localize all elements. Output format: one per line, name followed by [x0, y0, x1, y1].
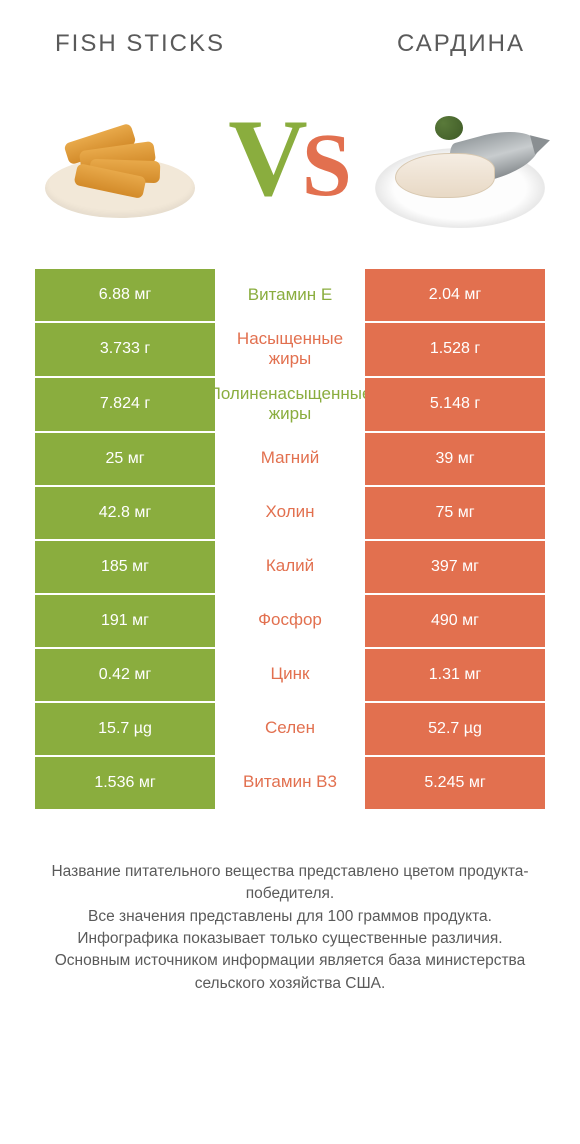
- footer-line: Все значения представлены для 100 граммо…: [30, 906, 550, 928]
- footer-line: Название питательного вещества представл…: [30, 861, 550, 906]
- right-value: 397 мг: [365, 541, 545, 593]
- nutrient-name: Селен: [215, 703, 365, 755]
- left-value: 25 мг: [35, 433, 215, 485]
- right-value: 52.7 µg: [365, 703, 545, 755]
- left-value: 15.7 µg: [35, 703, 215, 755]
- left-value: 191 мг: [35, 595, 215, 647]
- sardine-image: [375, 98, 545, 218]
- right-value: 5.245 мг: [365, 757, 545, 809]
- left-value: 1.536 мг: [35, 757, 215, 809]
- nutrient-name: Полиненасыщенные жиры: [215, 378, 365, 431]
- table-row: 185 мгКалий397 мг: [35, 541, 545, 595]
- right-product-title: САРДИНА: [397, 30, 525, 58]
- header: FISH STICKS САРДИНА: [0, 0, 580, 58]
- left-value: 3.733 г: [35, 323, 215, 376]
- left-product-title: FISH STICKS: [55, 30, 225, 58]
- table-row: 25 мгМагний39 мг: [35, 433, 545, 487]
- nutrient-name: Холин: [215, 487, 365, 539]
- right-value: 490 мг: [365, 595, 545, 647]
- left-value: 42.8 мг: [35, 487, 215, 539]
- right-value: 1.528 г: [365, 323, 545, 376]
- left-value: 6.88 мг: [35, 269, 215, 321]
- nutrient-name: Магний: [215, 433, 365, 485]
- table-row: 7.824 гПолиненасыщенные жиры5.148 г: [35, 378, 545, 433]
- nutrient-name: Витамин E: [215, 269, 365, 321]
- nutrient-name: Калий: [215, 541, 365, 593]
- left-value: 0.42 мг: [35, 649, 215, 701]
- table-row: 6.88 мгВитамин E2.04 мг: [35, 269, 545, 323]
- nutrient-name: Витамин B3: [215, 757, 365, 809]
- right-value: 5.148 г: [365, 378, 545, 431]
- table-row: 15.7 µgСелен52.7 µg: [35, 703, 545, 757]
- footer-line: Основным источником информации является …: [30, 950, 550, 995]
- left-value: 7.824 г: [35, 378, 215, 431]
- vs-s: S: [302, 121, 352, 211]
- vs-label: V S: [228, 103, 352, 213]
- right-value: 39 мг: [365, 433, 545, 485]
- nutrient-name: Фосфор: [215, 595, 365, 647]
- table-row: 3.733 гНасыщенные жиры1.528 г: [35, 323, 545, 378]
- vs-v: V: [228, 103, 307, 213]
- table-row: 1.536 мгВитамин B35.245 мг: [35, 757, 545, 811]
- table-row: 42.8 мгХолин75 мг: [35, 487, 545, 541]
- footer-line: Инфографика показывает только существенн…: [30, 928, 550, 950]
- right-value: 75 мг: [365, 487, 545, 539]
- nutrient-table: 6.88 мгВитамин E2.04 мг3.733 гНасыщенные…: [35, 268, 545, 811]
- nutrient-name: Цинк: [215, 649, 365, 701]
- images-row: V S: [0, 58, 580, 248]
- right-value: 2.04 мг: [365, 269, 545, 321]
- left-value: 185 мг: [35, 541, 215, 593]
- table-row: 0.42 мгЦинк1.31 мг: [35, 649, 545, 703]
- nutrient-name: Насыщенные жиры: [215, 323, 365, 376]
- fish-sticks-image: [35, 98, 205, 218]
- right-value: 1.31 мг: [365, 649, 545, 701]
- footer-note: Название питательного вещества представл…: [30, 861, 550, 996]
- table-row: 191 мгФосфор490 мг: [35, 595, 545, 649]
